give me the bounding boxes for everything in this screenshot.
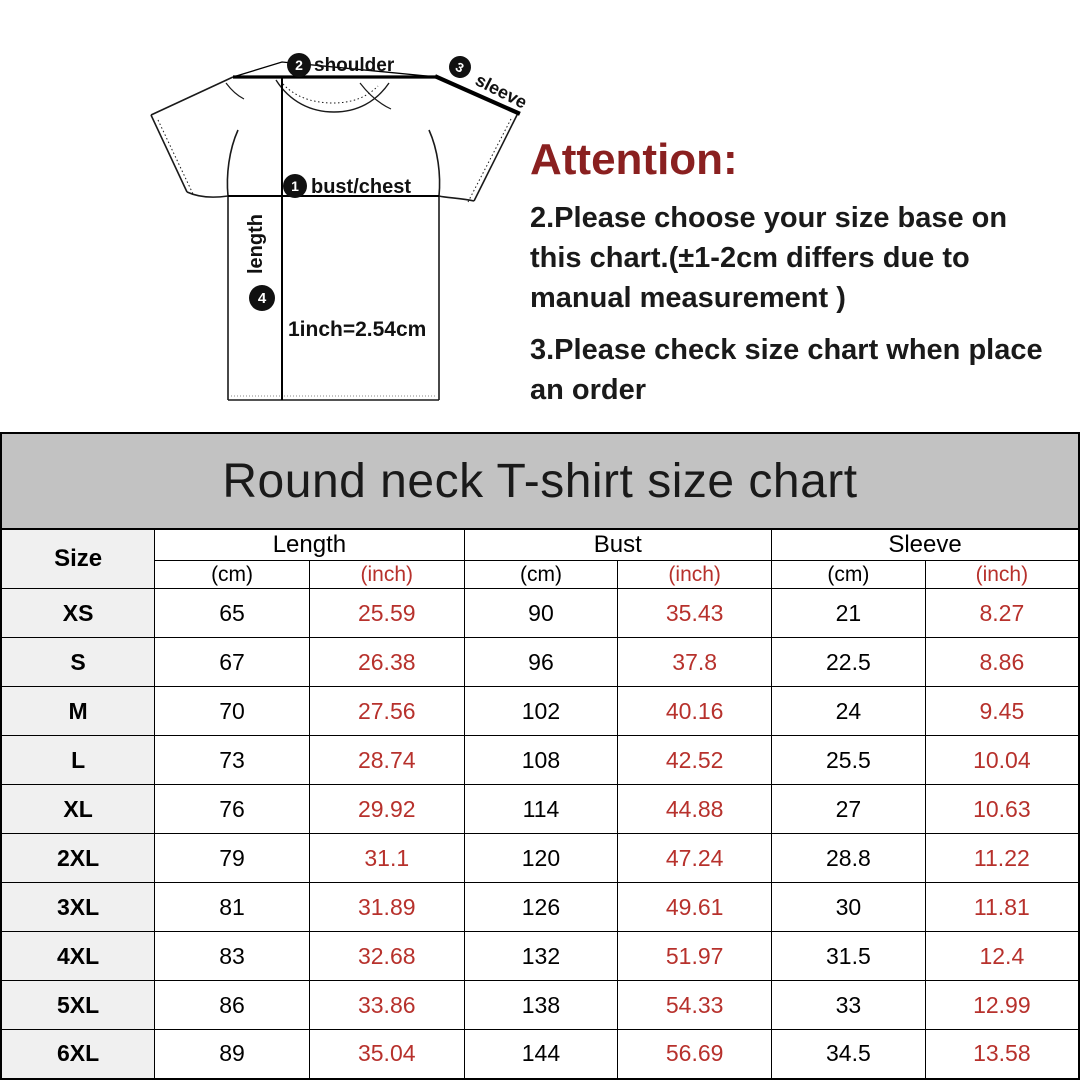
svg-text:4: 4: [258, 290, 267, 307]
svg-text:length: length: [245, 214, 267, 274]
svg-text:1inch=2.54cm: 1inch=2.54cm: [288, 318, 426, 341]
svg-text:2: 2: [295, 57, 303, 73]
svg-text:1: 1: [291, 178, 299, 194]
svg-text:bust/chest: bust/chest: [311, 176, 411, 198]
svg-text:shoulder: shoulder: [314, 55, 395, 76]
